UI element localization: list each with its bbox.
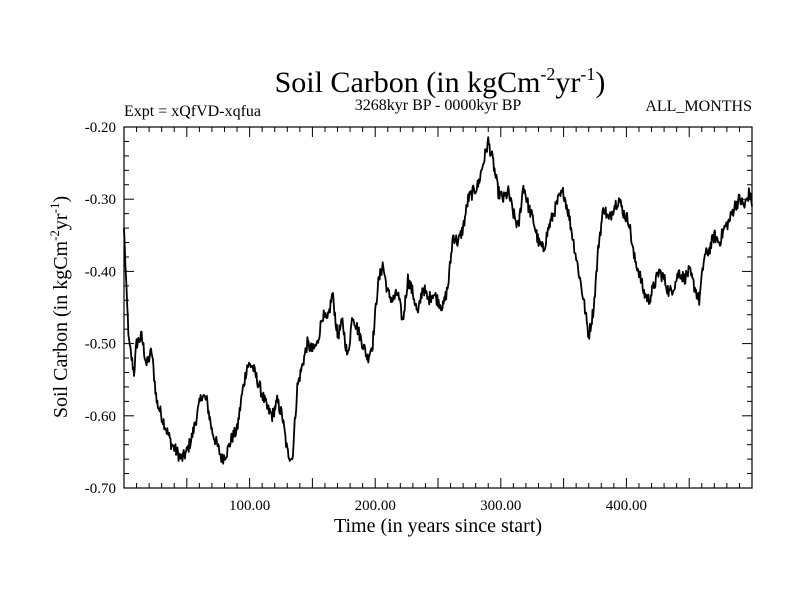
y-axis-label: Soil Carbon (in kgCm-2yr-1)	[47, 196, 72, 418]
soil-carbon-series-line	[123, 136, 753, 465]
y-tick-label: -0.70	[85, 481, 116, 497]
y-tick-label: -0.30	[85, 192, 116, 208]
x-tick-label: 400.00	[606, 498, 647, 514]
chart-title: Soil Carbon (in kgCm-2yr-1)	[275, 64, 606, 99]
plot-frame	[123, 126, 753, 489]
x-tick-label: 200.00	[355, 498, 396, 514]
x-axis: 100.00 200.00 300.00 400.00	[136, 127, 740, 514]
months-label: ALL_MONTHS	[645, 98, 752, 115]
y-tick-label: -0.60	[85, 409, 116, 425]
experiment-label: Expt = xQfVD-xqfua	[124, 103, 261, 120]
y-tick-label: -0.20	[85, 120, 116, 136]
time-range-label: 3268kyr BP - 0000kyr BP	[355, 97, 522, 114]
y-tick-label: -0.40	[85, 264, 116, 280]
x-tick-label: 300.00	[480, 498, 521, 514]
x-tick-label: 100.00	[229, 498, 270, 514]
y-tick-label: -0.50	[85, 337, 116, 353]
x-axis-label: Time (in years since start)	[334, 515, 542, 537]
